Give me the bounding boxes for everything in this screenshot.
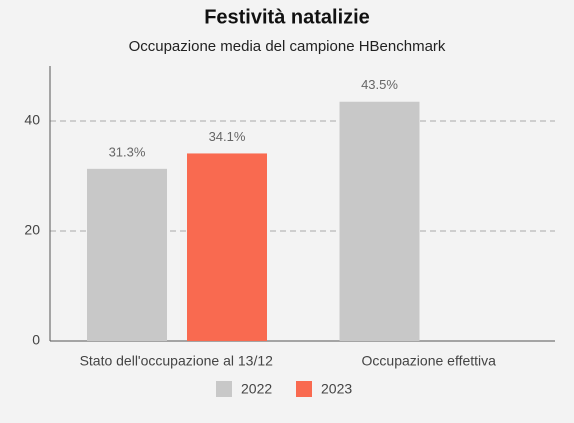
value-label: 34.1% xyxy=(209,129,246,144)
x-tick-label: Stato dell'occupazione al 13/12 xyxy=(80,353,274,369)
legend-label: 2023 xyxy=(321,381,352,397)
y-tick-label: 40 xyxy=(24,112,40,128)
value-label: 31.3% xyxy=(109,144,146,159)
bar xyxy=(187,153,267,341)
chart-subtitle: Occupazione media del campione HBenchmar… xyxy=(129,38,446,55)
legend-swatch xyxy=(216,381,232,397)
value-label: 43.5% xyxy=(361,77,398,92)
y-tick-label: 20 xyxy=(24,222,40,238)
x-tick-label: Occupazione effettiva xyxy=(362,353,497,369)
legend-swatch xyxy=(296,381,312,397)
y-tick-label: 0 xyxy=(32,332,40,348)
bar xyxy=(339,101,420,341)
legend-label: 2022 xyxy=(241,381,272,397)
bar xyxy=(87,168,167,341)
chart-title: Festività natalizie xyxy=(204,6,370,28)
